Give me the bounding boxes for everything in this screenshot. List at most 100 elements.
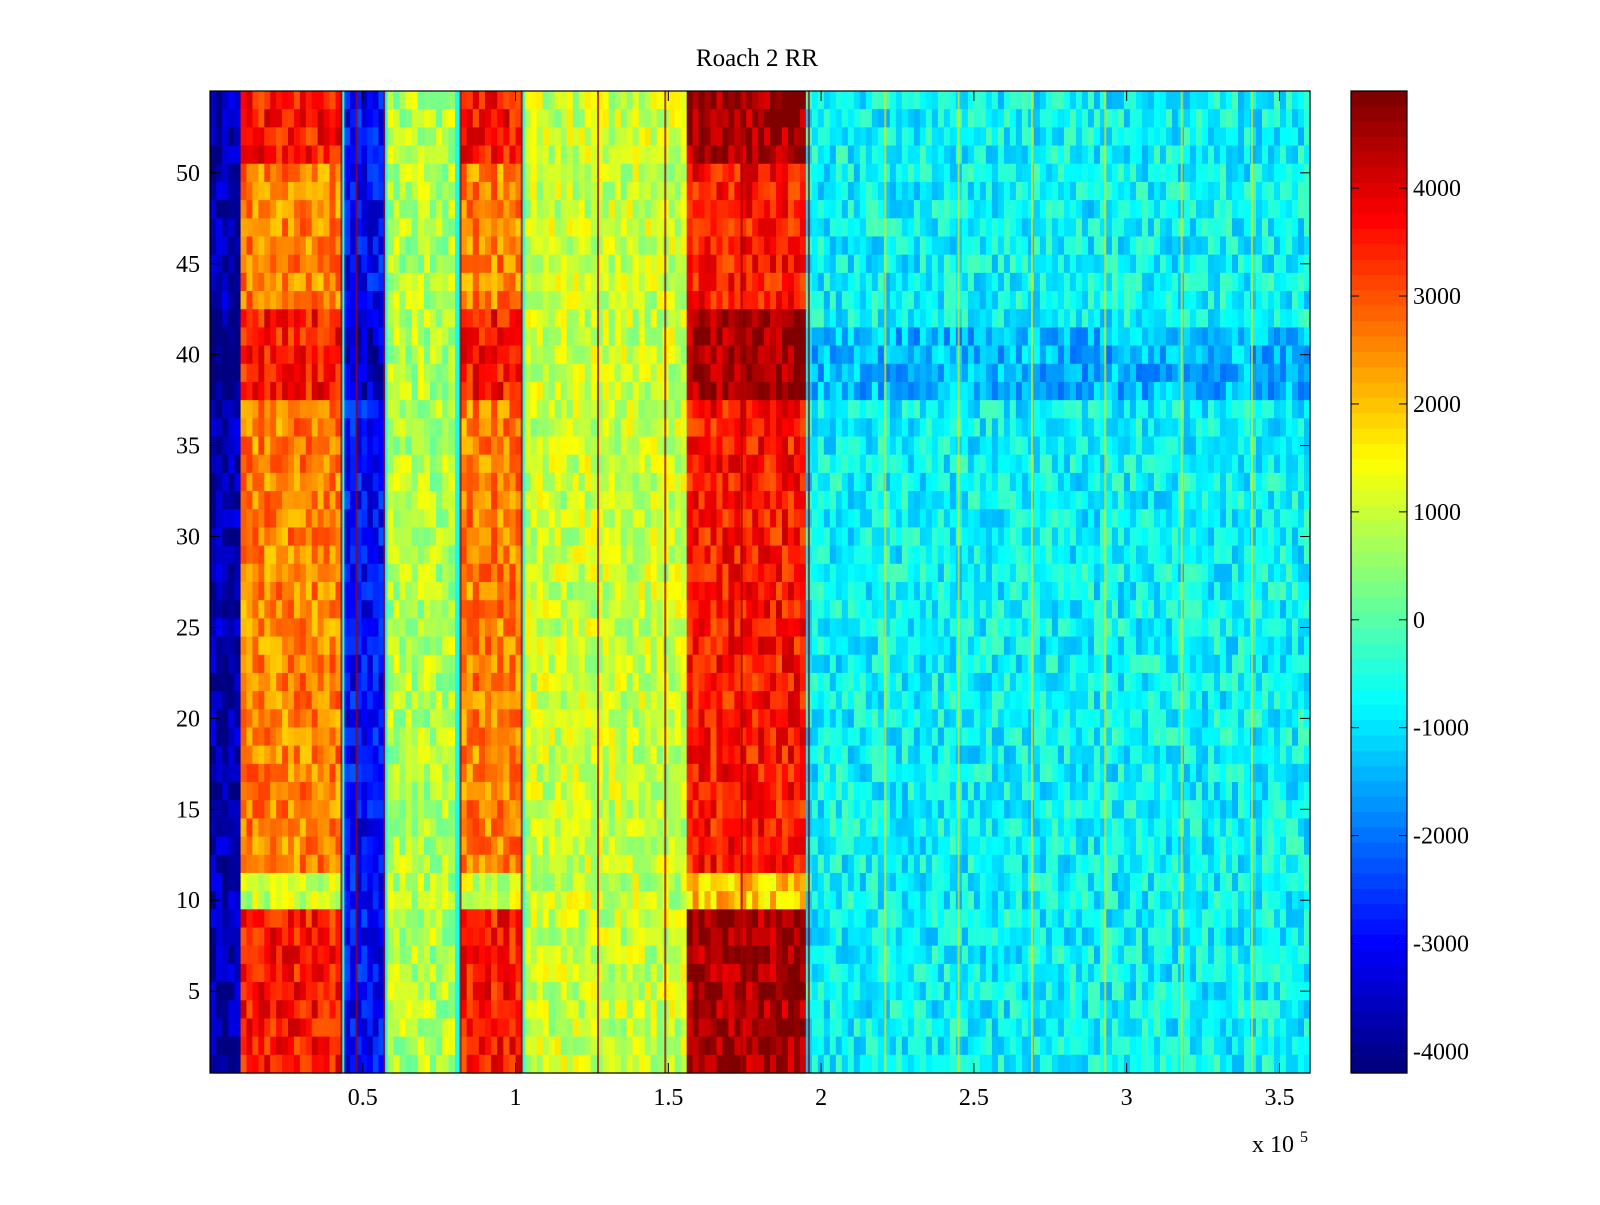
heatmap-cell	[524, 854, 532, 874]
heatmap-cell	[554, 1054, 562, 1074]
heatmap-cell	[752, 181, 759, 201]
heatmap-cell	[329, 654, 337, 674]
heatmap-cell	[620, 891, 628, 910]
heatmap-cell	[276, 109, 283, 128]
heatmap-cell	[252, 309, 259, 329]
heatmap-cell	[317, 854, 325, 874]
heatmap-cell	[542, 272, 550, 292]
heatmap-cell	[656, 91, 664, 110]
heatmap-cell	[240, 218, 248, 238]
heatmap-cell	[602, 145, 610, 165]
heatmap-cell	[393, 145, 401, 165]
heatmap-cell	[491, 545, 498, 565]
heatmap-cell	[602, 818, 610, 838]
heatmap-cell	[644, 563, 652, 583]
heatmap-cell	[442, 509, 449, 529]
heatmap-cell	[554, 436, 562, 456]
heatmap-cell	[472, 927, 480, 947]
heatmap-cell	[478, 381, 486, 401]
heatmap-cell	[590, 181, 598, 201]
heatmap-cell	[293, 527, 301, 547]
heatmap-cell	[632, 363, 640, 383]
heatmap-cell	[572, 381, 580, 401]
heatmap-cell	[478, 982, 486, 1001]
heatmap-cell	[728, 145, 735, 165]
heatmap-cell	[378, 509, 385, 529]
heatmap-cell	[572, 145, 580, 165]
heatmap-cell	[378, 418, 385, 438]
heatmap-cell	[258, 272, 265, 292]
heatmap-cell	[799, 400, 807, 419]
heatmap-cell	[596, 181, 604, 201]
heatmap-cell	[436, 909, 443, 929]
heatmap-cell	[680, 982, 688, 1001]
heatmap-cell	[596, 927, 604, 947]
heatmap-cell	[311, 545, 319, 565]
heatmap-cell	[620, 272, 628, 292]
heatmap-cell	[554, 872, 562, 892]
heatmap-cell	[692, 272, 700, 292]
heatmap-cell	[515, 454, 523, 474]
heatmap-cell	[686, 400, 694, 419]
heatmap-cell	[602, 527, 610, 547]
heatmap-cell	[602, 709, 610, 729]
heatmap-cell	[722, 200, 729, 219]
heatmap-cell	[478, 872, 486, 892]
heatmap-cell	[584, 218, 592, 238]
heatmap-cell	[210, 145, 217, 165]
heatmap-cell	[228, 600, 236, 619]
heatmap-cell	[722, 291, 729, 310]
heatmap-cell	[417, 327, 425, 347]
heatmap-cell	[350, 218, 357, 238]
heatmap-cell	[602, 872, 610, 892]
heatmap-cell	[497, 836, 504, 856]
heatmap-cell	[746, 636, 753, 656]
heatmap-cell	[787, 436, 795, 456]
heatmap-cell	[596, 309, 604, 329]
heatmap-cell	[608, 327, 616, 347]
heatmap-cell	[716, 800, 724, 820]
heatmap-cell	[770, 709, 777, 729]
heatmap-cell	[799, 454, 807, 474]
heatmap-cell	[252, 272, 259, 292]
heatmap-cell	[515, 272, 523, 292]
heatmap-cell	[578, 200, 586, 219]
heatmap-cell	[710, 600, 718, 619]
heatmap-cell	[491, 654, 498, 674]
heatmap-cell	[411, 454, 419, 474]
heatmap-cell	[656, 672, 664, 692]
heatmap-cell	[423, 1036, 431, 1056]
heatmap-cell	[222, 927, 229, 947]
heatmap-cell	[472, 527, 480, 547]
heatmap-cell	[240, 927, 248, 947]
heatmap-cell	[222, 472, 229, 492]
heatmap-cell	[264, 563, 271, 583]
heatmap-cell	[668, 254, 676, 274]
heatmap-cell	[770, 163, 777, 183]
heatmap-cell	[503, 345, 511, 365]
heatmap-cell	[566, 272, 574, 292]
heatmap-cell	[466, 563, 474, 583]
heatmap-cell	[405, 945, 413, 965]
heatmap-cell	[602, 654, 610, 674]
heatmap-cell	[335, 618, 342, 638]
heatmap-cell	[716, 418, 724, 438]
heatmap-cell	[460, 509, 468, 529]
heatmap-cell	[728, 272, 735, 292]
heatmap-cell	[782, 181, 789, 201]
heatmap-cell	[228, 563, 236, 583]
heatmap-cell	[442, 982, 449, 1001]
heatmap-cell	[698, 436, 706, 456]
heatmap-cell	[399, 654, 407, 674]
heatmap-cell	[503, 272, 511, 292]
heatmap-cell	[644, 945, 652, 965]
heatmap-cell	[323, 709, 331, 729]
heatmap-cell	[361, 309, 368, 329]
heatmap-cell	[530, 1018, 538, 1038]
heatmap-cell	[350, 236, 357, 256]
heatmap-cell	[602, 454, 610, 474]
heatmap-cell	[448, 109, 456, 128]
heatmap-cell	[782, 418, 789, 438]
heatmap-cell	[554, 509, 562, 529]
heatmap-cell	[491, 909, 498, 929]
